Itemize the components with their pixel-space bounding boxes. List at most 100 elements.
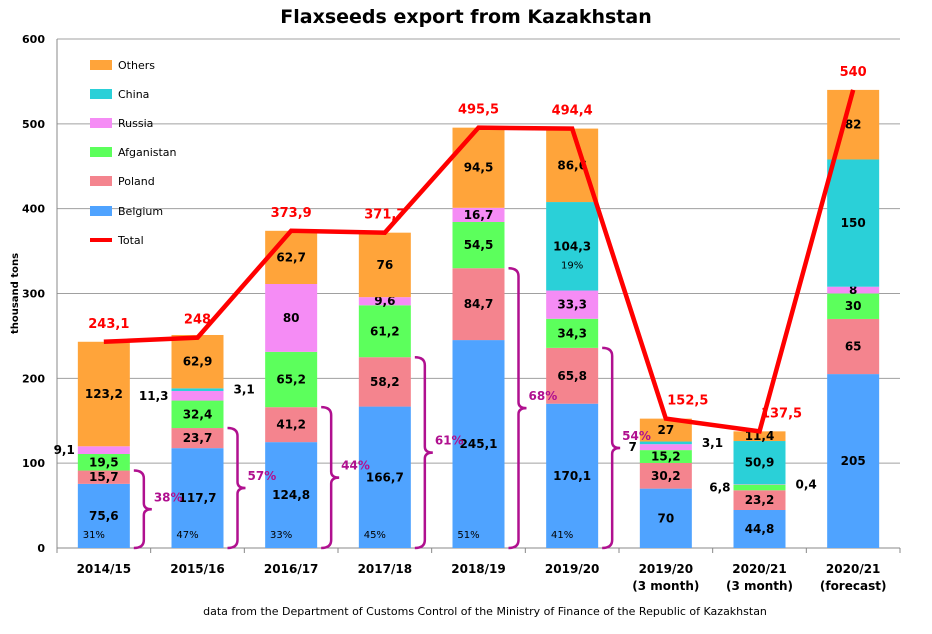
data-label: 27 [657,423,674,437]
bracket [133,469,152,550]
x-tick-label: 2019/20 [639,562,693,576]
bracket-label: 68% [529,389,558,403]
share-label: 47% [176,530,198,541]
bar-segment-poland [358,357,411,407]
data-label: 7 [628,440,636,454]
bar-segment-belgium [639,488,692,548]
x-tick-label: 2015/16 [170,562,224,576]
y-tick-label: 600 [22,33,45,46]
bar-segment-others [546,128,599,203]
legend-swatch-afganistan [90,147,112,157]
data-label: 104,3 [553,239,591,253]
total-label: 152,5 [667,394,708,409]
x-tick-label: 2016/17 [264,562,318,576]
total-line [103,89,856,434]
bar-segment-poland [827,318,880,375]
bracket-label: 54% [622,429,651,443]
bar-segment-belgium [827,374,880,548]
bar-segment-russia [358,297,411,306]
bar-segment-china [546,202,599,291]
chart-title: Flaxseeds export from Kazakhstan [280,6,652,28]
legend-label: Afganistan [118,146,177,159]
data-label: 65 [845,340,862,354]
x-tick-label: 2019/20 [545,562,599,576]
y-tick-label: 0 [37,542,45,555]
bar-segment-poland [733,490,786,510]
total-label: 495,5 [458,103,499,118]
total-label: 540 [840,65,867,80]
data-label: 33,3 [557,298,587,312]
bar-segment-belgium [546,403,599,548]
data-label: 170,1 [553,469,591,483]
data-label: 15,2 [651,450,681,464]
data-label: 11,4 [745,429,775,443]
bracket [227,426,246,550]
data-label: 34,3 [557,326,587,340]
bar-segment-afganistan [452,221,505,269]
legend-label: Russia [118,117,153,130]
bracket-label: 44% [341,459,370,473]
data-label: 30,2 [651,469,681,483]
bar-segment-others [452,127,505,208]
total-label: 373,9 [271,206,312,221]
legend-label: China [118,88,149,101]
data-label: 117,7 [179,491,217,505]
x-tick-label: (3 month) [726,579,793,593]
y-tick-label: 400 [22,203,45,216]
bar-segment-belgium [358,406,411,548]
legend-swatch-russia [90,118,112,128]
legend-label: Total [117,234,144,247]
bar-segment-belgium [733,509,786,548]
bar-segment-afganistan [827,293,880,319]
bracket-label: 38% [154,490,183,504]
bar-segment-russia [452,207,505,222]
legend-swatch-china [90,89,112,99]
source-note: data from the Department of Customs Cont… [203,605,767,618]
y-tick-label: 500 [22,118,45,131]
bar-segment-poland [171,428,224,449]
x-tick-label: 2020/21 [732,562,786,576]
data-label: 44,8 [745,522,775,536]
data-label: 70 [657,511,674,525]
bracket [321,405,340,550]
bar-segment-russia [171,390,224,401]
data-label: 84,7 [464,297,494,311]
data-label: 58,2 [370,375,400,389]
data-label: 75,6 [89,509,119,523]
bar-segment-poland [452,268,505,341]
bar-segment-china [639,441,692,445]
bar-segment-afganistan [358,305,411,358]
data-label: 30 [845,299,862,313]
share-label: 31% [83,530,105,541]
x-tick-label: (forecast) [820,579,887,593]
total-label: 248 [184,313,211,328]
bar-segment-poland [546,347,599,404]
share-label: 33% [270,530,292,541]
data-label: 15,7 [89,470,119,484]
data-label: 32,4 [183,407,213,421]
bar-segment-belgium [265,442,318,548]
data-label: 6,8 [709,480,730,494]
y-axis-label: thousand tons [10,253,21,334]
data-label: 62,7 [276,250,306,264]
bar-segment-afganistan [639,450,692,463]
bar-segment-poland [265,407,318,443]
data-label: 124,8 [272,488,310,502]
bar-segment-others [265,230,318,284]
share-label: 51% [457,530,479,541]
total-label: 137,5 [761,406,802,421]
bar-segment-afganistan [77,454,130,471]
bar-segment-afganistan [265,351,318,408]
x-tick-label: 2018/19 [451,562,505,576]
bar-segment-belgium [171,448,224,548]
data-label: 8 [849,283,857,297]
data-label: 166,7 [366,470,404,484]
bracket [508,266,527,550]
bar-segment-afganistan [733,484,786,491]
total-label: 371,7 [364,208,405,223]
data-label: 80 [283,311,300,325]
data-label: 16,7 [464,208,494,222]
bar-segment-others [733,431,786,442]
bar-segment-china [827,159,880,287]
